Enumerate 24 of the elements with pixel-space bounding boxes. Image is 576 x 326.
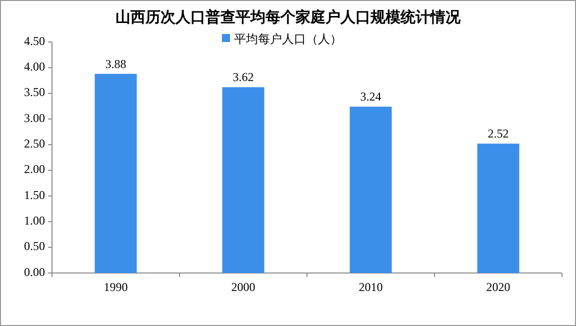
- bar: [477, 144, 520, 273]
- y-tick-label: 3.50: [24, 85, 45, 100]
- y-tick-label: 4.00: [24, 59, 45, 74]
- data-label: 3.62: [232, 70, 254, 84]
- y-tick-label: 1.00: [24, 213, 45, 228]
- y-tick-label: 1.50: [24, 188, 45, 202]
- y-tick-label: 2.50: [24, 136, 45, 150]
- data-label: 2.52: [488, 126, 509, 141]
- legend-label: 平均每户人口（人）: [234, 32, 342, 46]
- x-tick-label: 2000: [231, 280, 256, 294]
- y-tick-label: 3.00: [24, 110, 45, 125]
- y-tick-label: 0.00: [24, 264, 45, 279]
- bar: [94, 74, 137, 273]
- y-tick-label: 4.50: [24, 34, 45, 48]
- y-tick-label: 2.00: [24, 162, 45, 176]
- y-tick-label: 0.50: [24, 239, 45, 254]
- chart-title: 山西历次人口普查平均每个家庭户人口规模统计情况: [116, 8, 462, 26]
- x-tick-label: 2020: [486, 280, 510, 294]
- bar: [222, 87, 264, 273]
- data-label: 3.24: [360, 90, 382, 104]
- data-label: 3.88: [105, 56, 126, 71]
- bar: [350, 106, 392, 273]
- x-tick-label: 2010: [358, 280, 383, 294]
- x-tick-label: 1990: [104, 280, 128, 294]
